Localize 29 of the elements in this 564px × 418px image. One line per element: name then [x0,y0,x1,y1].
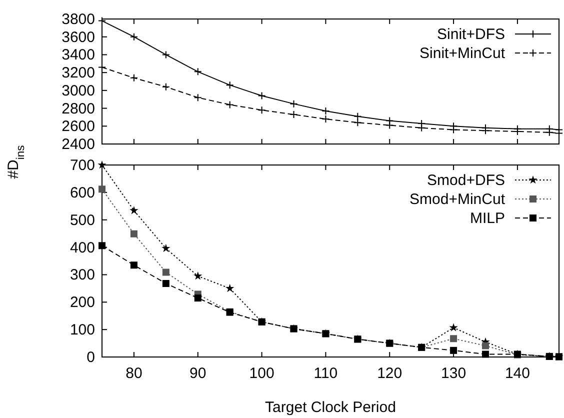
y-tick-label: 300 [70,266,95,284]
x-tick-label: 90 [190,365,206,382]
legend-label: Sinit+DFS [437,26,505,43]
y-tick-label: 2800 [62,100,95,118]
x-tick-label: 130 [441,365,466,382]
x-tick-label: 110 [314,365,338,382]
legend-label: Smod+MinCut [410,191,506,208]
legend-label: Smod+DFS [427,172,505,189]
y-tick-label: 3000 [62,82,95,100]
y-tick-label: 200 [70,294,95,312]
legend-label: Sinit+MinCut [420,45,506,62]
x-tick-label: 100 [249,365,274,382]
x-tick-label: 140 [504,365,530,382]
y-tick-label: 3200 [62,64,95,82]
x-tick-label: 80 [126,365,142,382]
y-tick-label: 400 [70,239,95,256]
y-tick-label: 100 [70,322,95,339]
y-tick-label: 500 [70,212,95,229]
y-tick-label: 3400 [62,46,95,64]
x-axis-title: Target Clock Period [265,399,396,416]
y-tick-label: 2600 [62,118,95,136]
y-tick-label: 0 [86,349,95,366]
y-tick-label: 2400 [62,136,95,153]
x-tick-label: 120 [377,365,402,382]
y-tick-label: 3800 [62,11,95,28]
legend-label: MILP [470,210,505,227]
y-tick-label: 3600 [62,28,95,46]
y-tick-label: 600 [70,184,95,202]
y-tick-label: 700 [70,157,95,174]
